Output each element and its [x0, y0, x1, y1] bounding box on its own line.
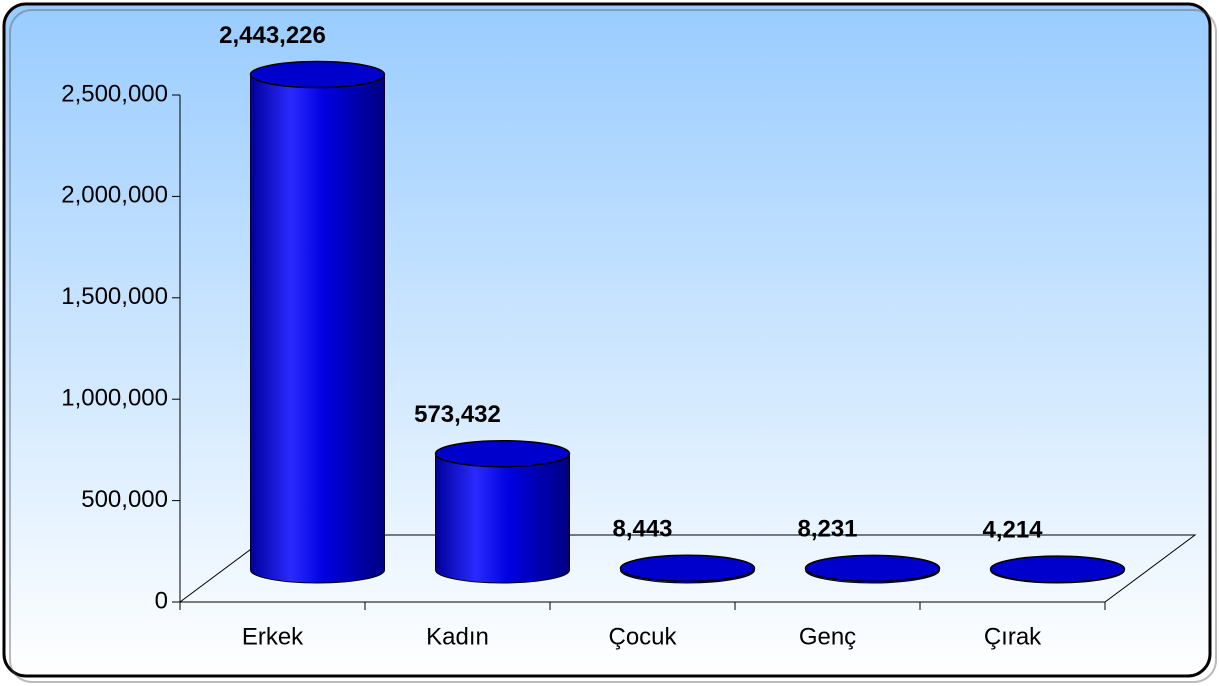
cylinder-top — [434, 439, 571, 468]
cylinder — [434, 439, 571, 584]
frame-shadow — [9, 9, 1217, 683]
cylinder — [619, 554, 756, 584]
cylinder-top — [989, 555, 1126, 583]
cylinder-top — [249, 60, 386, 89]
y-tick-label: 1,000,000 — [61, 385, 168, 412]
value-label: 8,231 — [797, 516, 857, 543]
y-tick-label: 1,500,000 — [61, 283, 168, 310]
cylinder-body — [435, 453, 570, 584]
x-tick-label: Kadın — [426, 623, 489, 650]
y-tick-label: 2,500,000 — [61, 80, 168, 107]
y-tick-label: 500,000 — [81, 486, 168, 513]
value-label: 8,443 — [612, 516, 672, 543]
value-label: 4,214 — [982, 516, 1043, 543]
cylinder — [249, 60, 386, 584]
cylinder — [804, 554, 941, 584]
x-tick-label: Genç — [799, 623, 856, 650]
y-tick-label: 2,000,000 — [61, 182, 168, 209]
cylinder-top — [804, 554, 941, 583]
cylinder — [989, 555, 1126, 584]
cylinder-top — [619, 554, 756, 583]
value-label: 2,443,226 — [219, 22, 326, 49]
value-label: 573,432 — [414, 401, 501, 428]
x-tick-label: Erkek — [242, 623, 304, 650]
floor — [179, 534, 1197, 603]
x-tick-label: Çırak — [984, 623, 1042, 650]
y-tick-label: 0 — [155, 587, 168, 614]
x-tick-label: Çocuk — [608, 623, 677, 650]
cylinder-body — [250, 74, 385, 584]
